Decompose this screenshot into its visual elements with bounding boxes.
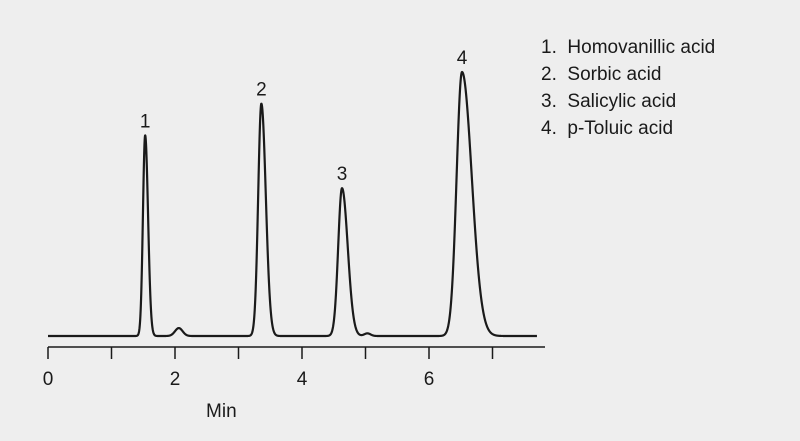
peak-label: 1	[140, 111, 151, 132]
chromatogram-trace	[47, 70, 538, 338]
peak-label: 4	[457, 48, 468, 69]
x-tick-label: 6	[424, 369, 435, 390]
legend-entry: 2. Sorbic acid	[541, 64, 661, 85]
trace-layer	[47, 70, 538, 338]
legend: 1. Homovanillic acid 2. Sorbic acid 3. Sal…	[541, 37, 715, 139]
x-axis-ticks: 0 2 4 6	[43, 347, 494, 390]
peak-labels: 1 2 3 4	[140, 48, 468, 185]
x-tick-label: 4	[297, 369, 308, 390]
x-axis: 0 2 4 6 Min	[43, 346, 545, 422]
x-axis-title: Min	[206, 401, 237, 422]
legend-entry: 1. Homovanillic acid	[541, 37, 715, 58]
peak-label: 3	[337, 164, 348, 185]
x-tick-label: 0	[43, 369, 54, 390]
peak-label: 2	[256, 80, 267, 101]
legend-entry: 3. Salicylic acid	[541, 91, 676, 112]
x-tick-label: 2	[170, 369, 181, 390]
legend-entry: 4. p-Toluic acid	[541, 118, 673, 139]
